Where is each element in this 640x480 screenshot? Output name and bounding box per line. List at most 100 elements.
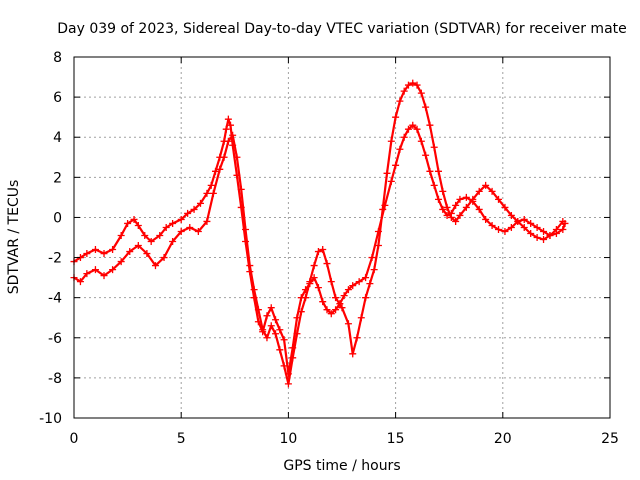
data-point <box>430 143 438 151</box>
data-point <box>254 306 262 314</box>
data-point <box>233 153 241 161</box>
data-point <box>237 185 245 193</box>
data-point <box>76 278 84 286</box>
data-point <box>400 87 408 95</box>
data-point <box>422 103 430 111</box>
data-point <box>332 306 340 314</box>
y-tick-label: -4 <box>48 291 62 307</box>
data-point <box>559 217 567 225</box>
data-point <box>177 227 185 235</box>
data-point <box>203 189 211 197</box>
series-track-1 <box>70 115 569 378</box>
data-point <box>520 223 528 231</box>
tick-marks <box>73 56 611 419</box>
x-tick-label: 25 <box>601 431 619 447</box>
data-point <box>426 121 434 129</box>
series-line <box>72 81 564 385</box>
data-point <box>482 215 490 223</box>
data-point <box>362 274 370 282</box>
data-point <box>184 209 192 217</box>
y-tick-label: -8 <box>48 371 62 387</box>
data-point <box>272 330 280 338</box>
data-point <box>267 322 275 330</box>
data-point <box>224 137 232 145</box>
data-point <box>100 272 108 280</box>
data-point <box>160 254 168 262</box>
data-point <box>434 167 442 175</box>
data-point <box>430 181 438 189</box>
data-point <box>203 217 211 225</box>
x-tick-label: 0 <box>70 431 79 447</box>
data-point <box>488 187 496 195</box>
data-point <box>83 250 91 258</box>
data-point <box>319 246 327 254</box>
x-axis-label: GPS time / hours <box>283 458 400 474</box>
data-point <box>357 314 365 322</box>
data-point <box>413 81 421 89</box>
data-point <box>475 205 483 213</box>
data-point <box>409 79 417 87</box>
y-tick-labels: -10 -8 -6 -4 -2 0 2 4 6 8 <box>39 50 62 427</box>
data-point <box>349 282 357 290</box>
data-point <box>297 308 305 316</box>
data-point <box>413 125 421 133</box>
data-point <box>216 165 224 173</box>
data-point <box>276 326 284 334</box>
data-point <box>488 221 496 229</box>
data-point <box>134 221 142 229</box>
data-point <box>259 326 267 334</box>
data-point <box>327 278 335 286</box>
data-point <box>559 225 567 233</box>
data-point <box>396 97 404 105</box>
data-point <box>293 330 301 338</box>
y-axis-label: SDTVAR / TECUs <box>6 180 22 295</box>
data-point <box>417 89 425 97</box>
data-point <box>396 145 404 153</box>
y-tick-label: 8 <box>53 50 62 66</box>
data-point <box>482 181 490 189</box>
data-point <box>314 248 322 256</box>
data-point <box>91 266 99 274</box>
data-point <box>143 250 151 258</box>
data-point <box>374 242 382 250</box>
data-point <box>156 231 164 239</box>
data-point <box>527 219 535 227</box>
data-point <box>319 298 327 306</box>
data-point <box>366 280 374 288</box>
x-tick-label: 20 <box>494 431 512 447</box>
data-point <box>83 270 91 278</box>
data-point <box>501 203 509 211</box>
data-point <box>212 167 220 175</box>
data-point <box>169 219 177 227</box>
data-point <box>368 254 376 262</box>
y-tick-label: 0 <box>53 210 62 226</box>
data-point <box>109 246 117 254</box>
data-point <box>267 304 275 312</box>
data-point <box>100 250 108 258</box>
data-point <box>130 215 138 223</box>
data-point <box>533 234 541 241</box>
data-point <box>306 278 314 286</box>
data-point <box>186 223 194 231</box>
data-point <box>194 227 202 235</box>
data-point <box>452 217 460 225</box>
data-point <box>246 262 254 270</box>
data-point <box>177 215 185 223</box>
plot-frame <box>73 56 611 419</box>
y-tick-label: -6 <box>48 331 62 347</box>
data-point <box>207 181 215 189</box>
data-point <box>426 167 434 175</box>
data-point <box>443 203 451 211</box>
x-tick-label: 5 <box>177 431 186 447</box>
data-point <box>190 205 198 213</box>
data-point <box>495 195 503 203</box>
data-point <box>117 231 125 239</box>
data-point <box>417 137 425 145</box>
data-point <box>162 223 170 231</box>
data-point <box>91 246 99 254</box>
data-point <box>124 219 132 227</box>
data-point <box>224 115 232 123</box>
data-point <box>404 125 412 133</box>
data-point <box>507 211 515 219</box>
data-point <box>422 151 430 159</box>
